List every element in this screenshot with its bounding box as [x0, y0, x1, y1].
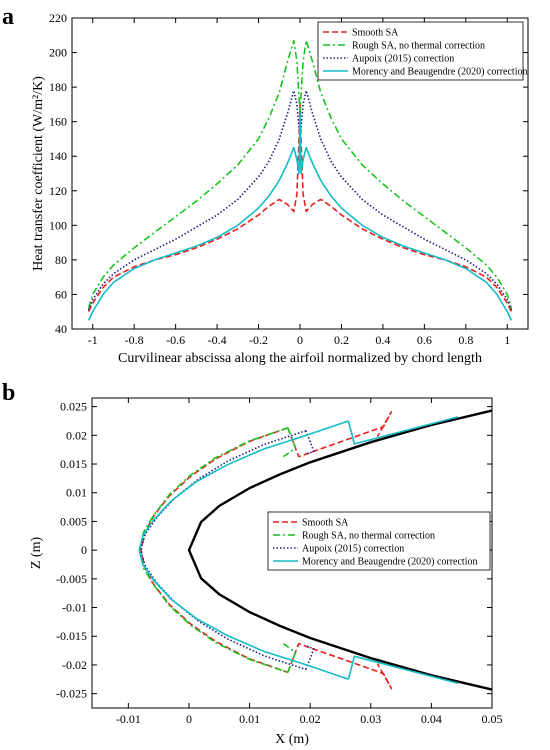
a-ytick-label: 200 — [49, 46, 67, 60]
b-xtick-label: 0.04 — [421, 712, 442, 726]
a-series-line-1 — [87, 39, 513, 309]
b-ice-upper-ridge-1 — [283, 427, 297, 458]
b-ice-upper-ridge-2 — [305, 430, 315, 456]
b-xtick-label: 0 — [186, 712, 192, 726]
a-xtick-label: 1 — [504, 333, 510, 347]
a-xtick-label: -0.8 — [125, 333, 144, 347]
b-ytick-label: 0 — [81, 543, 87, 557]
a-xtick-label: 0 — [297, 333, 303, 347]
a-xtick-label: -0.2 — [249, 333, 268, 347]
a-legend-label-0: Smooth SA — [352, 28, 399, 39]
b-legend — [267, 511, 491, 571]
a-y-axis-label: Heat transfer coefficient (W/m²/K) — [31, 76, 46, 271]
b-ice-shape-line-1 — [138, 427, 289, 674]
a-legend-label-2: Aupoix (2015) correction — [352, 54, 454, 65]
b-ytick-label: -0.01 — [62, 601, 87, 615]
a-x-axis-label: Curvilinear abscissa along the airfoil n… — [118, 351, 482, 366]
a-xtick-label: -0.4 — [208, 333, 227, 347]
b-ytick-label: 0.005 — [60, 514, 87, 528]
b-ice-lower-ridge-0 — [287, 642, 393, 690]
b-plot-frame — [91, 397, 493, 709]
a-ytick-label: 140 — [49, 149, 67, 163]
b-legend-label-3: Morency and Beaugendre (2020) correction — [302, 557, 477, 568]
b-ytick-label: -0.02 — [62, 658, 87, 672]
b-ice-shape-line-3 — [138, 420, 349, 681]
panel-b-letter: b — [2, 380, 15, 406]
panel-a-letter: a — [2, 4, 14, 30]
b-ytick-label: -0.005 — [56, 572, 87, 586]
a-xtick-label: -0.6 — [166, 333, 185, 347]
a-legend — [317, 21, 524, 81]
b-xtick-label: 0.02 — [300, 712, 321, 726]
b-ytick-label: 0.01 — [66, 486, 87, 500]
a-series-line-3 — [87, 112, 513, 321]
b-ytick-label: 0.02 — [66, 428, 87, 442]
b-legend-label-2: Aupoix (2015) correction — [302, 544, 404, 555]
b-xtick-label: 0.01 — [239, 712, 260, 726]
b-ice-upper-ridge-3 — [347, 416, 459, 445]
b-ytick-label: 0.015 — [60, 457, 87, 471]
a-ytick-label: 40 — [55, 322, 67, 336]
b-ice-upper-ridge-0 — [287, 410, 393, 458]
b-ice-shape-line-0 — [140, 427, 289, 674]
a-series-line-0 — [87, 103, 513, 313]
b-ice-shape-line-2 — [139, 429, 307, 671]
b-xtick-label: 0.05 — [482, 712, 503, 726]
a-xtick-label: 0.6 — [417, 333, 432, 347]
b-airfoil-line — [187, 409, 493, 691]
a-ytick-label: 60 — [55, 287, 67, 301]
a-ytick-label: 120 — [49, 184, 67, 198]
a-xtick-label: 0.2 — [334, 333, 349, 347]
b-y-axis-label: Z (m) — [29, 537, 44, 570]
b-xtick-label: 0.03 — [360, 712, 381, 726]
a-ytick-label: 180 — [49, 80, 67, 94]
b-x-axis-label: X (m) — [275, 732, 309, 747]
a-ytick-label: 220 — [49, 11, 67, 25]
a-legend-label-1: Rough SA, no thermal correction — [352, 41, 485, 52]
a-xtick-label: -1 — [88, 333, 98, 347]
a-legend-label-3: Morency and Beaugendre (2020) correction — [352, 67, 527, 78]
a-ytick-label: 100 — [49, 218, 67, 232]
panel-a-chart: -1 -0.8 -0.6 -0.4 -0.2 0 0.2 0.4 0.6 0.8 140608010… — [31, 11, 529, 366]
b-legend-label-0: Smooth SA — [302, 518, 349, 529]
a-xtick-label: 0.4 — [375, 333, 390, 347]
b-ytick-label: 0.025 — [60, 400, 87, 414]
b-xtick-label: -0.01 — [116, 712, 141, 726]
b-ytick-label: -0.015 — [56, 629, 87, 643]
b-legend-label-1: Rough SA, no thermal correction — [302, 531, 435, 542]
a-xtick-label: 0.8 — [458, 333, 473, 347]
b-ice-lower-ridge-3 — [347, 655, 459, 685]
a-ytick-label: 160 — [49, 115, 67, 129]
panel-b-chart: -0.01 0 0.01 0.02 0.03 0.04 0.05 -0.025 -0.02 -0.… — [29, 397, 503, 747]
a-ytick-label: 80 — [55, 253, 67, 267]
b-ice-lower-ridge-2 — [305, 645, 315, 670]
b-ice-lower-ridge-1 — [283, 643, 297, 673]
b-ytick-label: -0.025 — [56, 687, 87, 701]
